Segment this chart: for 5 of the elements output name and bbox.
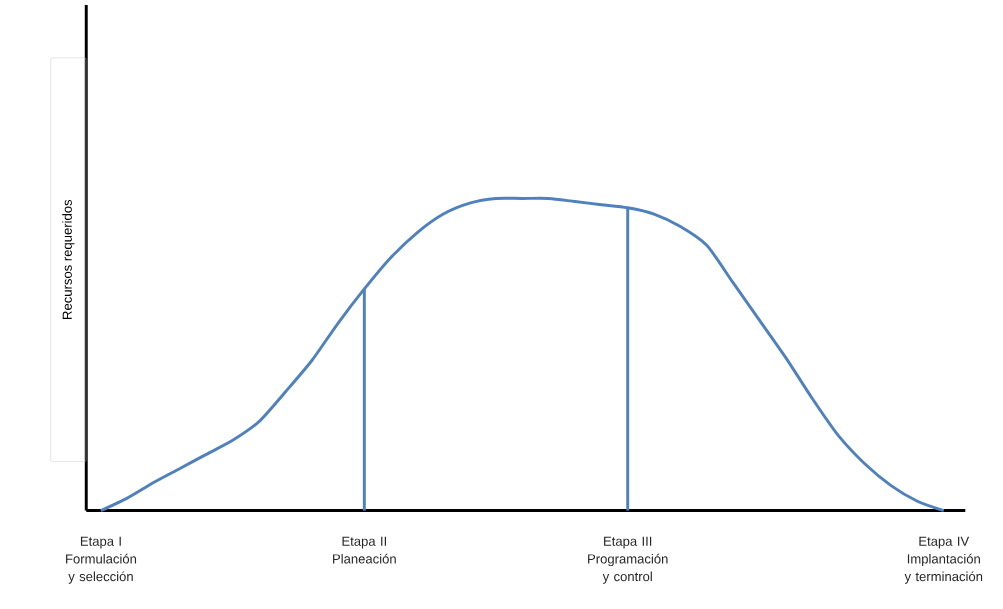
x-tick-label: Etapa IV Implantación y terminación: [904, 536, 983, 584]
x-tick-label: Etapa III Programación y control: [588, 536, 668, 584]
x-tick-label: Etapa II Planeación: [333, 536, 396, 564]
x-tick-label: Etapa I Formulación y selección: [66, 536, 137, 584]
y-axis-title: Recursos requeridos: [62, 200, 75, 320]
